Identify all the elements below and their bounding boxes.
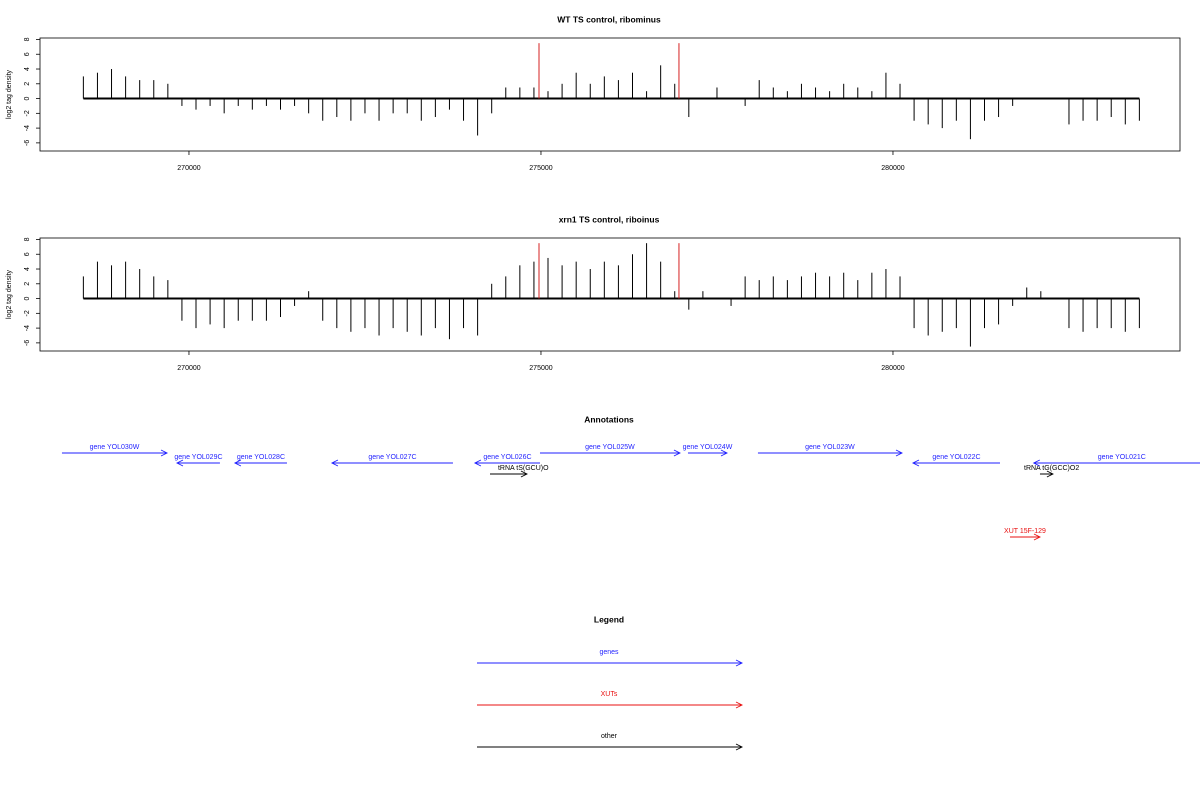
y-tick-label: -4 bbox=[24, 325, 31, 331]
legend-title: Legend bbox=[594, 614, 624, 624]
y-tick-label: 8 bbox=[24, 37, 31, 41]
x-tick-label: 275000 bbox=[529, 165, 552, 172]
legend-label: other bbox=[601, 733, 618, 740]
feature-arrow bbox=[1009, 533, 1041, 541]
feature-arrow bbox=[233, 459, 287, 467]
chart-title: WT TS control, ribominus bbox=[557, 14, 661, 24]
y-tick-label: 6 bbox=[24, 52, 31, 56]
feature-arrow bbox=[330, 459, 453, 467]
feature-label: gene YOL024W bbox=[683, 444, 733, 451]
y-axis-label: log2 tag density bbox=[6, 269, 13, 319]
y-tick-label: 6 bbox=[24, 252, 31, 256]
y-axis-label: log2 tag density bbox=[6, 69, 13, 119]
y-tick-label: -4 bbox=[24, 125, 31, 131]
y-tick-label: 4 bbox=[24, 67, 31, 71]
feature-label: gene YOL027C bbox=[368, 454, 416, 461]
feature-arrow bbox=[1032, 459, 1200, 467]
y-tick-label: 2 bbox=[24, 282, 31, 286]
y-tick-label: 0 bbox=[24, 297, 31, 301]
plot-frame bbox=[39, 37, 1181, 152]
feature-label: gene YOL030W bbox=[90, 444, 140, 451]
feature-arrow bbox=[911, 459, 1000, 467]
y-tick-label: 0 bbox=[24, 97, 31, 101]
x-tick-label: 280000 bbox=[881, 165, 904, 172]
legend-label: genes bbox=[599, 649, 619, 656]
feature-arrow bbox=[175, 459, 220, 467]
feature-arrow bbox=[61, 449, 169, 457]
plot-frame bbox=[39, 237, 1181, 352]
feature-arrow bbox=[687, 449, 728, 457]
legend-label: XUTs bbox=[601, 691, 618, 698]
y-tick-label: 4 bbox=[24, 267, 31, 271]
x-tick-label: 270000 bbox=[177, 165, 200, 172]
x-tick-label: 275000 bbox=[529, 365, 552, 372]
feature-label: tRNA tS(GCU)O bbox=[498, 465, 549, 472]
y-tick-label: -2 bbox=[24, 310, 31, 316]
y-tick-label: -2 bbox=[24, 110, 31, 116]
feature-label: gene YOL022C bbox=[932, 454, 980, 461]
feature-label: gene YOL028C bbox=[237, 454, 285, 461]
feature-arrow bbox=[490, 470, 528, 478]
feature-label: gene YOL021C bbox=[1098, 454, 1146, 461]
y-tick-label: 2 bbox=[24, 82, 31, 86]
feature-arrow bbox=[473, 459, 540, 467]
chart-title: xrn1 TS control, riboinus bbox=[559, 214, 660, 224]
feature-arrow bbox=[1039, 470, 1054, 478]
legend-arrow bbox=[477, 659, 744, 667]
x-tick-label: 270000 bbox=[177, 365, 200, 372]
y-tick-label: -6 bbox=[24, 340, 31, 346]
feature-label: gene YOL029C bbox=[174, 454, 222, 461]
feature-label: gene YOL025W bbox=[585, 444, 635, 451]
legend-arrow bbox=[477, 701, 744, 709]
annotations-title: Annotations bbox=[584, 414, 634, 424]
feature-label: gene YOL026C bbox=[483, 454, 531, 461]
legend-arrow bbox=[477, 743, 744, 751]
feature-arrow bbox=[539, 449, 681, 457]
y-tick-label: -6 bbox=[24, 140, 31, 146]
feature-label: XUT 15F-129 bbox=[1004, 528, 1046, 535]
x-tick-label: 280000 bbox=[881, 365, 904, 372]
feature-label: tRNA tG(GCC)O2 bbox=[1024, 465, 1079, 472]
y-tick-label: 8 bbox=[24, 237, 31, 241]
feature-label: gene YOL023W bbox=[805, 444, 855, 451]
feature-arrow bbox=[757, 449, 903, 457]
